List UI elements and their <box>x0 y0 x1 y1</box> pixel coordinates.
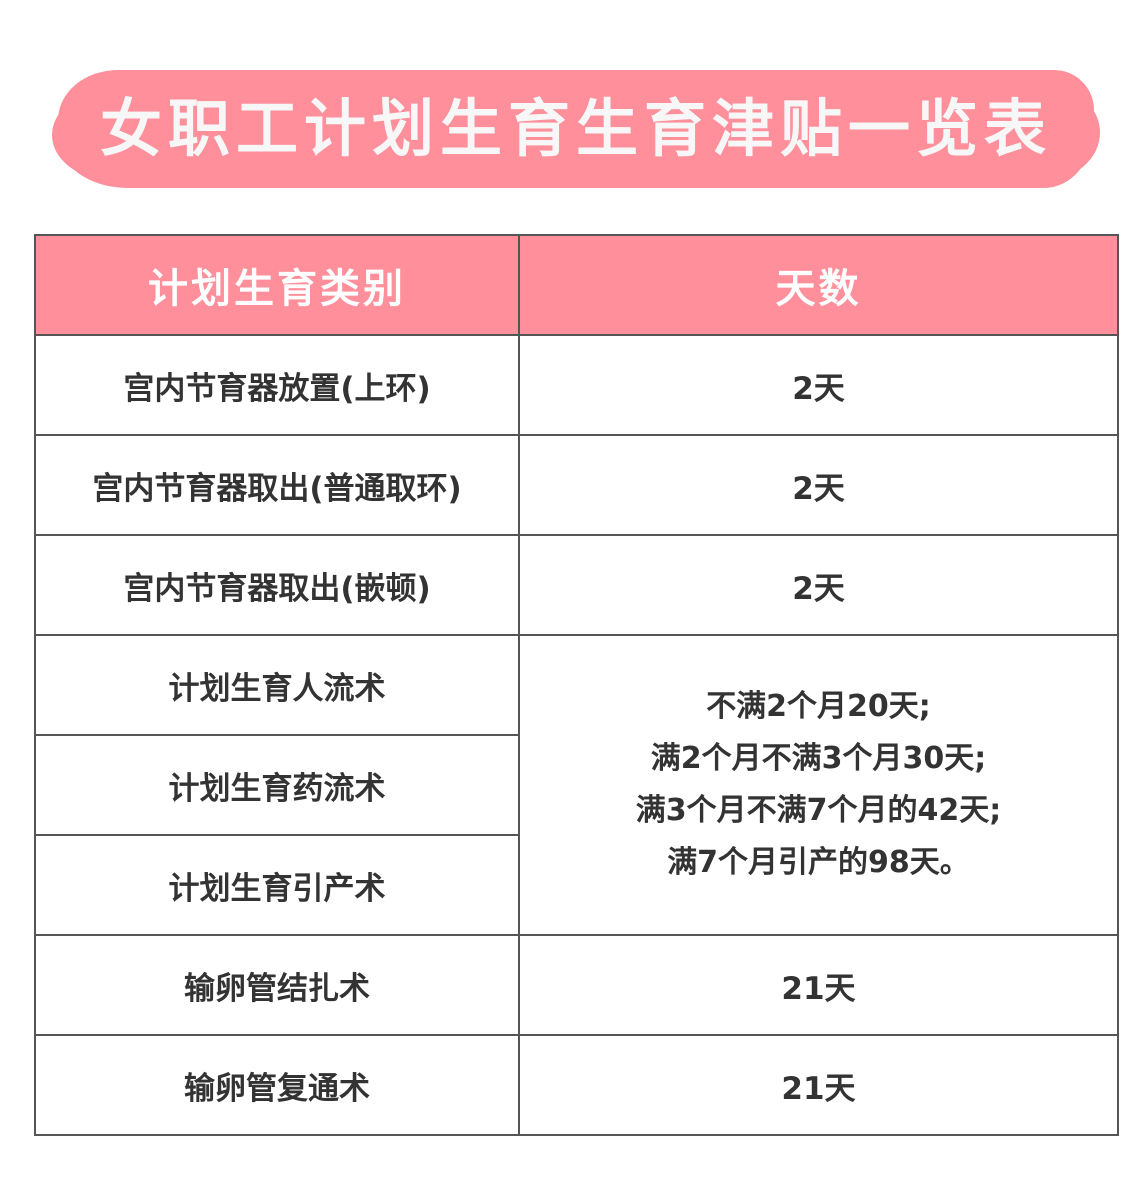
table-row: 宫内节育器取出(普通取环) 2天 <box>34 434 1119 536</box>
table-row: 计划生育人流术 不满2个月20天; 满2个月不满3个月30天; 满3个月不满7个… <box>34 634 1119 936</box>
days-line: 满3个月不满7个月的42天; <box>635 793 1002 828</box>
table-row: 输卵管结扎术 21天 <box>34 934 1119 1036</box>
page-title: 女职工计划生育生育津贴一览表 <box>99 92 1052 165</box>
category-cell: 宫内节育器取出(普通取环) <box>34 434 520 536</box>
merged-days-cell: 不满2个月20天; 满2个月不满3个月30天; 满3个月不满7个月的42天; 满… <box>518 634 1119 936</box>
header-category: 计划生育类别 <box>34 234 520 336</box>
header-days: 天数 <box>518 234 1119 336</box>
table-header-row: 计划生育类别 天数 <box>34 234 1119 336</box>
table-row: 宫内节育器取出(嵌顿) 2天 <box>34 534 1119 636</box>
category-cell: 宫内节育器放置(上环) <box>34 334 520 436</box>
category-cell: 宫内节育器取出(嵌顿) <box>34 534 520 636</box>
days-cell: 21天 <box>518 934 1119 1036</box>
category-cell: 计划生育药流术 <box>34 734 520 836</box>
days-cell: 2天 <box>518 534 1119 636</box>
days-cell: 2天 <box>518 434 1119 536</box>
days-cell: 2天 <box>518 334 1119 436</box>
category-cell: 输卵管结扎术 <box>34 934 520 1036</box>
title-banner-background <box>52 70 1100 188</box>
table-row: 计划生育药流术 <box>34 734 1118 836</box>
category-cell: 计划生育引产术 <box>34 834 520 936</box>
table-row: 宫内节育器放置(上环) 2天 <box>34 334 1119 436</box>
table-row: 计划生育引产术 <box>34 834 1118 936</box>
days-line: 满7个月引产的98天。 <box>667 845 970 880</box>
category-cell: 计划生育人流术 <box>34 634 520 736</box>
days-cell: 21天 <box>518 1034 1119 1136</box>
subsidy-table: 计划生育类别 天数 宫内节育器放置(上环) 2天 宫内节育器取出(普通取环) 2… <box>34 234 1119 1136</box>
days-line: 不满2个月20天; <box>706 689 931 724</box>
table-row: 输卵管复通术 21天 <box>34 1034 1119 1136</box>
category-cell: 输卵管复通术 <box>34 1034 520 1136</box>
days-line: 满2个月不满3个月30天; <box>650 741 987 776</box>
